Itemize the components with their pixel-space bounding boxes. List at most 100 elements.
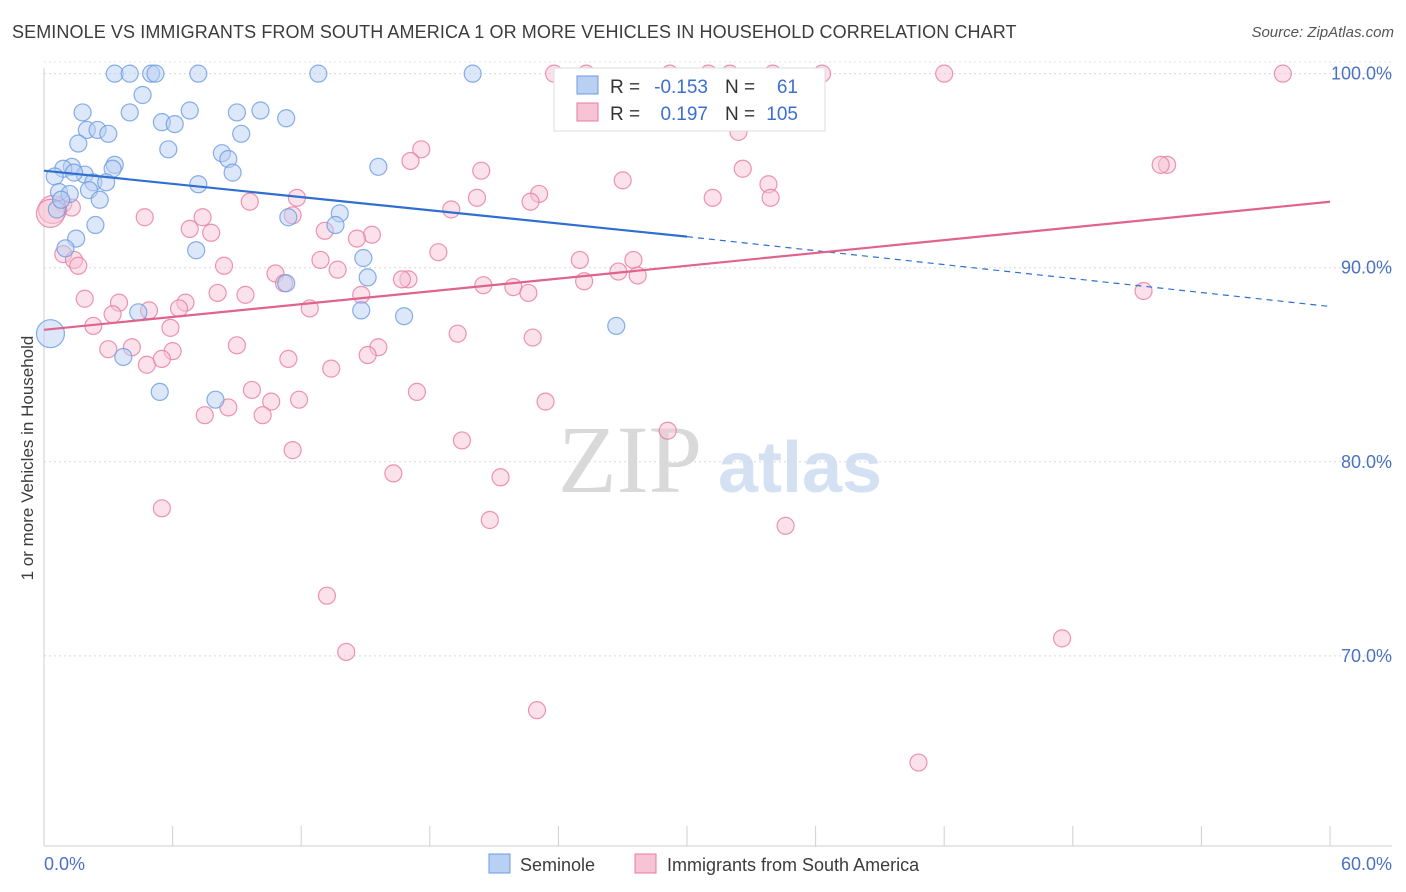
immigrants-point: [1273, 64, 1292, 83]
seminole-point: [354, 248, 373, 268]
immigrants-point: [429, 243, 448, 262]
immigrants-point: [733, 159, 752, 178]
immigrants-point: [253, 406, 272, 425]
immigrants-point: [624, 250, 643, 270]
immigrants-point: [491, 468, 510, 487]
immigrants-point: [358, 345, 377, 365]
seminole-point: [369, 157, 388, 176]
immigrants-point: [407, 382, 427, 402]
immigrants-point: [180, 219, 199, 238]
immigrants-point: [362, 225, 382, 244]
stats-box: R = -0.153 N = 61 R = 0.197 N = 105: [553, 67, 826, 132]
seminole-point: [206, 390, 225, 409]
seminole-point: [69, 134, 88, 153]
y-tick-label: 80.0%: [1341, 452, 1392, 472]
seminole-point: [159, 140, 178, 159]
seminole-point: [352, 301, 371, 320]
immigrants-point: [135, 208, 154, 227]
immigrants-point: [193, 208, 212, 227]
immigrants-point: [195, 406, 214, 425]
immigrants-point: [935, 64, 954, 83]
immigrants-point: [289, 390, 309, 409]
y-tick-label: 90.0%: [1341, 258, 1392, 278]
seminole-point: [133, 85, 152, 105]
immigrants-point: [519, 283, 538, 303]
immigrants-point: [384, 464, 403, 483]
immigrants-point: [536, 392, 555, 411]
axes: [43, 68, 1392, 847]
seminole-point: [35, 319, 66, 349]
immigrants-point: [322, 359, 341, 378]
immigrants-point: [448, 324, 467, 343]
seminole-point: [120, 103, 139, 122]
trend-lines: [43, 169, 1331, 331]
immigrants-point: [467, 188, 487, 207]
immigrants-point: [99, 340, 118, 359]
stats-r-seminole: -0.153: [654, 77, 708, 98]
seminole-point: [187, 241, 206, 260]
seminole-point: [56, 239, 75, 258]
stats-r-label-immigrants: R =: [610, 104, 640, 125]
immigrants-point: [347, 229, 367, 248]
stats-n-label-immigrants: N =: [725, 104, 755, 125]
seminole-points: [35, 64, 626, 409]
stats-r-immigrants: 0.197: [660, 104, 708, 125]
immigrants-point: [613, 171, 632, 190]
immigrants-point: [776, 516, 795, 535]
seminole-point: [150, 382, 169, 402]
immigrants-point: [279, 349, 298, 369]
legend-swatch-immigrants: [634, 853, 657, 874]
immigrants-point: [401, 151, 420, 171]
seminole-point: [277, 274, 296, 293]
seminole-point: [251, 101, 270, 120]
immigrants-point: [240, 192, 259, 211]
immigrants-point: [242, 380, 262, 400]
immigrants-point: [202, 223, 221, 242]
seminole-point: [165, 114, 184, 134]
immigrants-point: [75, 289, 94, 308]
seminole-point: [180, 101, 199, 120]
immigrants-point: [472, 161, 491, 180]
immigrants-point: [311, 250, 330, 270]
seminole-point: [189, 64, 208, 83]
immigrants-point: [452, 431, 472, 450]
grid-lines: [44, 61, 1392, 657]
immigrants-point: [161, 318, 180, 337]
immigrants-point: [283, 441, 302, 460]
seminole-trend-extension: [686, 236, 1331, 308]
seminole-point: [394, 307, 414, 326]
seminole-point: [277, 109, 296, 128]
x-tick-min: 0.0%: [44, 854, 85, 874]
seminole-point: [86, 215, 105, 235]
seminole-point: [114, 347, 133, 367]
stats-n-seminole: 61: [777, 77, 798, 98]
immigrants-point: [523, 328, 542, 347]
seminole-point: [358, 268, 377, 287]
seminole-point: [52, 190, 71, 209]
x-tick-max: 60.0%: [1341, 854, 1392, 874]
watermark-zip: ZIP: [558, 406, 702, 513]
seminole-point: [189, 175, 208, 194]
immigrants-trend-line: [43, 200, 1331, 331]
stats-r-label-seminole: R =: [610, 77, 640, 98]
seminole-point: [232, 124, 251, 143]
immigrants-point: [570, 250, 589, 270]
immigrants-point: [236, 285, 255, 304]
immigrants-point: [214, 256, 234, 275]
immigrants-point: [1151, 155, 1170, 174]
immigrants-point: [103, 305, 122, 324]
watermark-atlas: atlas: [718, 428, 882, 508]
immigrants-point: [262, 392, 281, 411]
immigrants-point: [703, 188, 722, 207]
seminole-point: [146, 64, 165, 83]
immigrants-point: [480, 510, 499, 530]
y-axis-label: 1 or more Vehicles in Household: [18, 336, 37, 581]
legend-swatch-seminole: [488, 853, 511, 874]
seminole-point: [463, 64, 482, 83]
immigrants-point: [352, 285, 371, 304]
seminole-point: [223, 163, 242, 182]
immigrants-point: [208, 283, 227, 303]
seminole-point: [309, 64, 328, 83]
legend-label-immigrants: Immigrants from South America: [667, 855, 920, 875]
